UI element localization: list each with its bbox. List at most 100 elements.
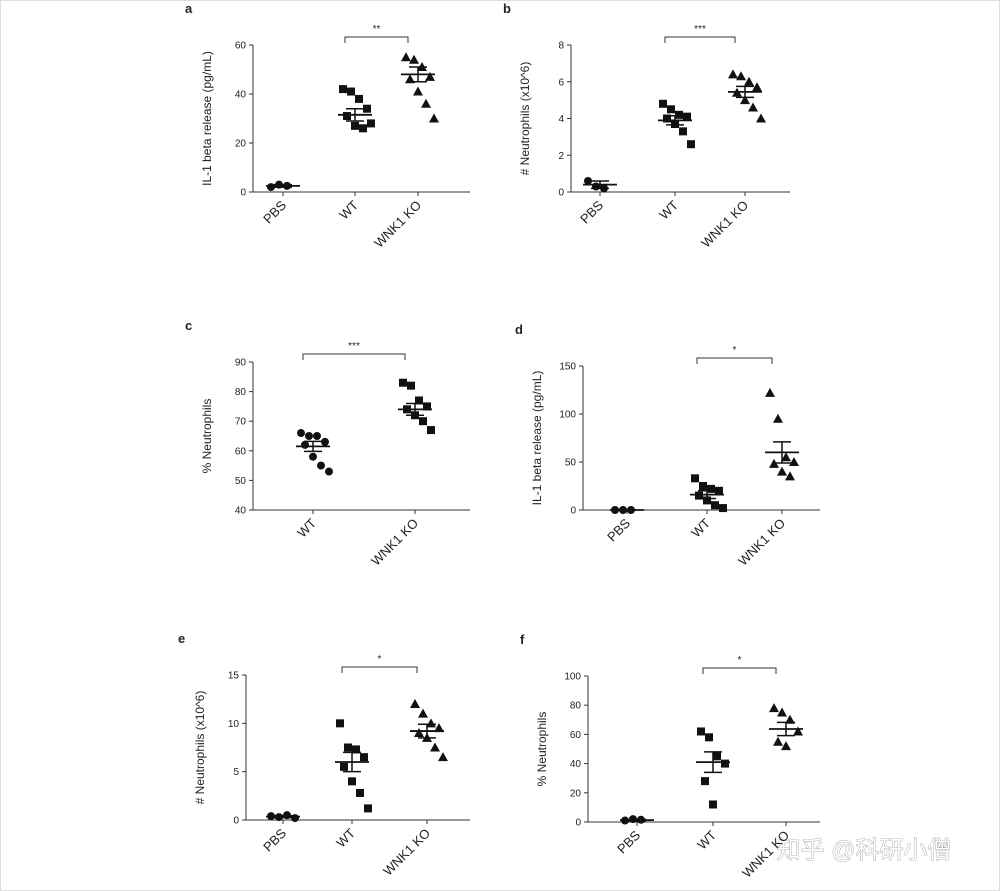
error-bar (409, 66, 427, 83)
y-tick-label: 40 (235, 506, 247, 517)
point (711, 501, 719, 510)
point (744, 76, 754, 86)
point (401, 52, 411, 62)
point (683, 112, 691, 121)
y-tick-label: 70 (235, 417, 247, 428)
panel-label: d (515, 322, 523, 337)
y-tick-label: 0 (575, 818, 581, 829)
significance-label: *** (348, 341, 360, 352)
significance-bracket (696, 357, 773, 364)
error-bar (406, 402, 424, 417)
error-bar (777, 721, 795, 737)
point (413, 86, 423, 96)
point (756, 113, 766, 123)
point (291, 814, 299, 823)
y-tick-label: 50 (565, 458, 577, 469)
y-axis-label: # Neutrophils (x10^6) (518, 62, 532, 176)
point (425, 71, 435, 81)
point (789, 457, 799, 466)
point (705, 733, 713, 742)
panel-label: e (178, 631, 185, 646)
point (414, 728, 424, 737)
point (347, 87, 355, 96)
point (343, 112, 351, 121)
point (793, 726, 803, 736)
point (752, 82, 762, 92)
point (301, 440, 309, 449)
error-bar (736, 85, 754, 99)
significance-label: ** (373, 24, 381, 35)
point (356, 788, 364, 797)
point (679, 127, 687, 136)
panel-label: c (185, 318, 192, 333)
point (592, 182, 600, 191)
point (360, 753, 368, 762)
significance-bracket (341, 666, 418, 673)
y-tick-label: 80 (235, 387, 247, 398)
point (695, 491, 703, 500)
point (340, 762, 348, 771)
point (765, 387, 775, 397)
point (740, 95, 750, 105)
y-tick-label: 10 (228, 719, 240, 730)
significance-label: * (738, 655, 742, 666)
point (699, 482, 707, 490)
significance-bracket (302, 353, 406, 360)
point (663, 114, 671, 123)
point (785, 714, 795, 724)
y-tick-label: 0 (570, 506, 576, 517)
point (781, 452, 791, 462)
y-tick-label: 50 (235, 476, 247, 487)
point (359, 124, 367, 133)
point (364, 804, 372, 813)
y-tick-label: 60 (235, 446, 247, 457)
point (728, 69, 738, 79)
point (336, 719, 344, 728)
point (769, 703, 779, 713)
point (687, 140, 695, 149)
error-bar (666, 114, 684, 126)
y-tick-label: 6 (558, 77, 564, 88)
point (773, 413, 783, 423)
y-tick-label: 40 (570, 759, 582, 770)
error-bar (343, 751, 361, 773)
point (407, 381, 415, 390)
error-bar (628, 818, 646, 822)
point (715, 486, 723, 495)
point (430, 742, 440, 752)
point (418, 708, 428, 718)
point (423, 402, 431, 411)
panel-label: a (185, 1, 193, 16)
error-bar (346, 107, 364, 122)
y-tick-label: 20 (570, 788, 582, 799)
point (267, 183, 275, 192)
point (355, 94, 363, 103)
point (675, 110, 683, 119)
point (721, 759, 729, 768)
error-bar (698, 490, 716, 500)
y-tick-label: 4 (558, 114, 564, 125)
point (773, 736, 783, 746)
point (736, 71, 746, 81)
point (325, 467, 333, 476)
watermark: 知乎 @科研小僧 (776, 837, 951, 864)
significance-label: *** (694, 24, 706, 35)
significance-bracket (664, 36, 736, 43)
point (434, 723, 444, 733)
error-bar (274, 814, 292, 819)
point (367, 119, 375, 128)
point (410, 699, 420, 708)
point (713, 752, 721, 761)
point (719, 504, 727, 513)
point (363, 104, 371, 113)
y-tick-label: 60 (570, 730, 582, 741)
point (305, 432, 313, 440)
point (777, 707, 787, 717)
significance-label: * (378, 654, 382, 665)
error-bar (304, 440, 322, 453)
point (313, 432, 321, 440)
point (584, 176, 592, 185)
point (309, 452, 317, 461)
y-tick-label: 20 (235, 139, 247, 150)
